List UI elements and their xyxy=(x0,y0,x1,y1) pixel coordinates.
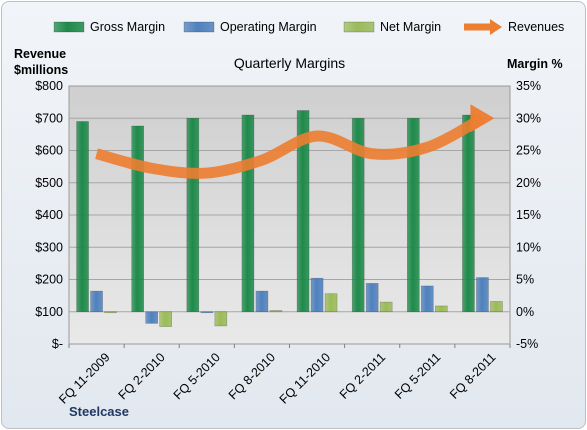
left-axis-label-line2: $millions xyxy=(14,63,68,77)
legend-swatch-net-margin xyxy=(343,21,375,33)
bar-gross-margin xyxy=(296,110,310,313)
legend-label: Revenues xyxy=(508,20,564,34)
bar-net-margin xyxy=(435,305,448,313)
y-left-tick-label: $300 xyxy=(35,240,63,254)
legend-label: Net Margin xyxy=(380,20,441,34)
revenue-arrowhead xyxy=(470,104,495,133)
bar-gross-margin xyxy=(462,114,475,313)
x-tick-label: FQ 11-2010 xyxy=(277,350,333,406)
bar-operating-margin xyxy=(310,277,324,313)
bar-net-margin xyxy=(379,301,393,313)
x-tick-label: FQ 5-2011 xyxy=(392,350,444,402)
bar-net-margin xyxy=(324,293,338,313)
legend-swatch-gross-margin xyxy=(53,21,85,33)
revenue-line xyxy=(95,113,486,179)
x-tick-label: FQ 5-2010 xyxy=(171,350,223,402)
bar-gross-margin xyxy=(76,121,89,313)
bar-gross-margin xyxy=(351,117,365,313)
y-left-tick-label: $100 xyxy=(35,305,63,319)
x-tick-label: FQ 2-2011 xyxy=(337,350,389,402)
bar-net-margin xyxy=(214,311,228,327)
x-tick-label: FQ 2-2010 xyxy=(116,350,168,402)
y-left-tick-label: $400 xyxy=(35,208,63,222)
bar-net-margin xyxy=(269,310,283,313)
y-right-tick-label: 30% xyxy=(516,111,541,125)
bar-net-margin xyxy=(159,311,172,327)
y-right-tick-label: 35% xyxy=(516,79,541,93)
y-left-tick-label: $600 xyxy=(35,144,63,158)
legend-label: Gross Margin xyxy=(90,20,165,34)
chart-title: Quarterly Margins xyxy=(234,55,345,71)
bar-operating-margin xyxy=(255,290,269,313)
company-name: Steelcase xyxy=(69,404,129,419)
y-right-tick-label: 0% xyxy=(516,305,534,319)
bar-operating-margin xyxy=(476,277,489,313)
y-right-tick-label: 10% xyxy=(516,240,541,254)
y-left-tick-label: $800 xyxy=(35,79,63,93)
x-tick-label: FQ 8-2010 xyxy=(226,350,278,402)
bar-gross-margin xyxy=(241,114,255,313)
y-right-tick-label: -5% xyxy=(516,337,538,351)
bar-gross-margin xyxy=(131,125,144,313)
legend-swatch-operating-margin xyxy=(183,21,215,33)
legend-label: Operating Margin xyxy=(220,20,317,34)
bar-net-margin xyxy=(490,301,503,313)
bar-operating-margin xyxy=(200,311,214,314)
right-axis-label: Margin % xyxy=(507,57,563,71)
y-left-tick-label: $200 xyxy=(35,273,63,287)
y-left-tick-label: $- xyxy=(52,337,63,351)
x-tick-label: FQ 8-2011 xyxy=(447,350,499,402)
y-left-tick-label: $700 xyxy=(35,111,63,125)
bar-net-margin xyxy=(104,311,117,314)
y-right-tick-label: 25% xyxy=(516,144,541,158)
bar-operating-margin xyxy=(145,311,158,324)
bar-operating-margin xyxy=(365,283,379,313)
bar-operating-margin xyxy=(421,285,434,313)
y-right-tick-label: 15% xyxy=(516,208,541,222)
legend-arrow-revenues xyxy=(490,19,502,35)
bar-gross-margin xyxy=(407,117,420,313)
y-left-tick-label: $500 xyxy=(35,176,63,190)
bar-gross-margin xyxy=(186,117,200,313)
left-axis-label-line1: Revenue xyxy=(14,47,66,61)
bar-operating-margin xyxy=(90,290,103,313)
y-right-tick-label: 5% xyxy=(516,273,534,287)
x-tick-label: FQ 11-2009 xyxy=(56,350,112,406)
y-right-tick-label: 20% xyxy=(516,176,541,190)
